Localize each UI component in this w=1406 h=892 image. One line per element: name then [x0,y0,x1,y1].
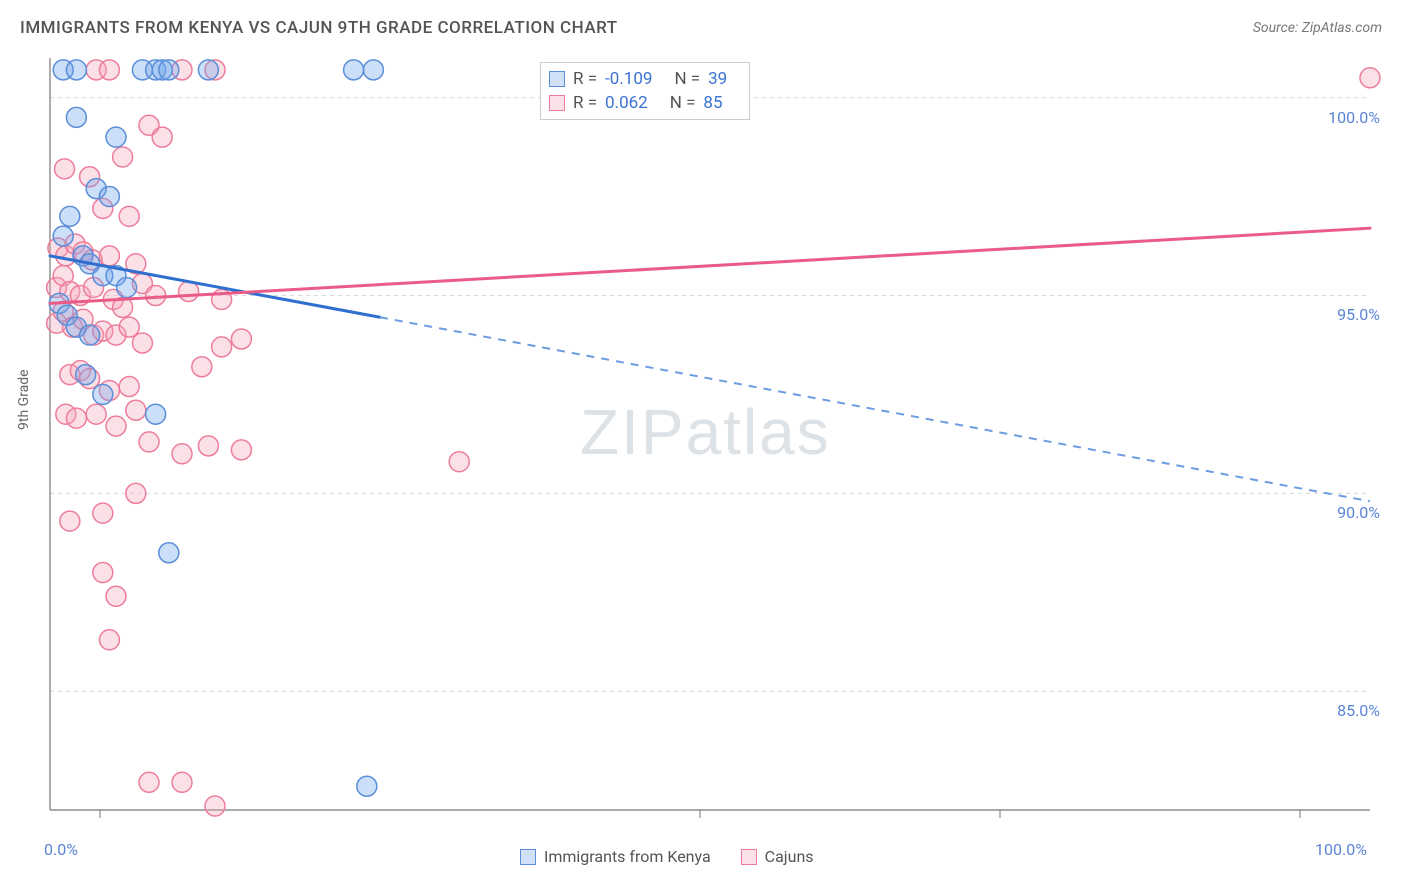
data-point [106,127,126,147]
n-label: N = [674,67,700,91]
data-point [66,60,86,80]
x-tick-label: 0.0% [44,840,78,859]
data-point [60,206,80,226]
n-label: N = [670,91,696,115]
data-point [113,147,133,167]
legend-item: Immigrants from Kenya [520,847,711,866]
series-swatch [549,95,565,111]
x-tick-label: 100.0% [1315,840,1367,859]
data-point [449,452,469,472]
data-point [106,586,126,606]
data-point [76,365,96,385]
data-point [1360,68,1380,88]
data-point [212,337,232,357]
data-point [53,226,73,246]
data-point [93,503,113,523]
data-point [231,329,251,349]
data-point [99,630,119,650]
n-value: 85 [703,91,722,115]
stats-box: R = -0.109 N = 39 R = 0.062 N = 85 [540,62,750,120]
n-value: 39 [708,67,727,91]
r-label: R = [573,67,597,91]
data-point [66,107,86,127]
data-point [172,772,192,792]
series-swatch [549,71,565,87]
data-point [106,416,126,436]
data-point [119,377,139,397]
y-tick-label: 90.0% [1310,503,1380,522]
chart-legend: Immigrants from Kenya Cajuns [520,847,814,866]
data-point [344,60,364,80]
data-point [119,317,139,337]
data-point [119,206,139,226]
data-point [159,60,179,80]
data-point [93,563,113,583]
stats-row: R = -0.109 N = 39 [549,67,741,91]
data-point [357,776,377,796]
data-point [146,404,166,424]
series-swatch [741,849,757,865]
data-point [86,404,106,424]
data-point [80,325,100,345]
y-tick-label: 100.0% [1310,108,1380,127]
data-point [139,772,159,792]
data-point [93,384,113,404]
data-point [192,357,212,377]
data-point [172,444,192,464]
data-point [117,278,137,298]
data-point [198,436,218,456]
data-point [99,187,119,207]
y-tick-label: 85.0% [1310,701,1380,720]
data-point [55,159,75,179]
data-point [66,408,86,428]
stats-row: R = 0.062 N = 85 [549,91,741,115]
data-point [179,282,199,302]
data-point [99,246,119,266]
data-point [132,333,152,353]
r-label: R = [573,91,597,115]
data-point [198,60,218,80]
data-point [159,543,179,563]
y-tick-label: 95.0% [1310,305,1380,324]
data-point [139,432,159,452]
data-point [231,440,251,460]
data-point [363,60,383,80]
r-value: 0.062 [605,91,648,115]
data-point [126,400,146,420]
legend-item: Cajuns [741,847,814,866]
trend-line-extrapolated [380,317,1370,501]
series-swatch [520,849,536,865]
trend-line [50,228,1370,303]
data-point [99,60,119,80]
scatter-chart [0,0,1406,892]
data-point [126,483,146,503]
data-point [152,127,172,147]
data-point [205,796,225,816]
legend-label: Immigrants from Kenya [544,847,711,866]
legend-label: Cajuns [765,847,814,866]
data-point [60,511,80,531]
r-value: -0.109 [605,67,652,91]
